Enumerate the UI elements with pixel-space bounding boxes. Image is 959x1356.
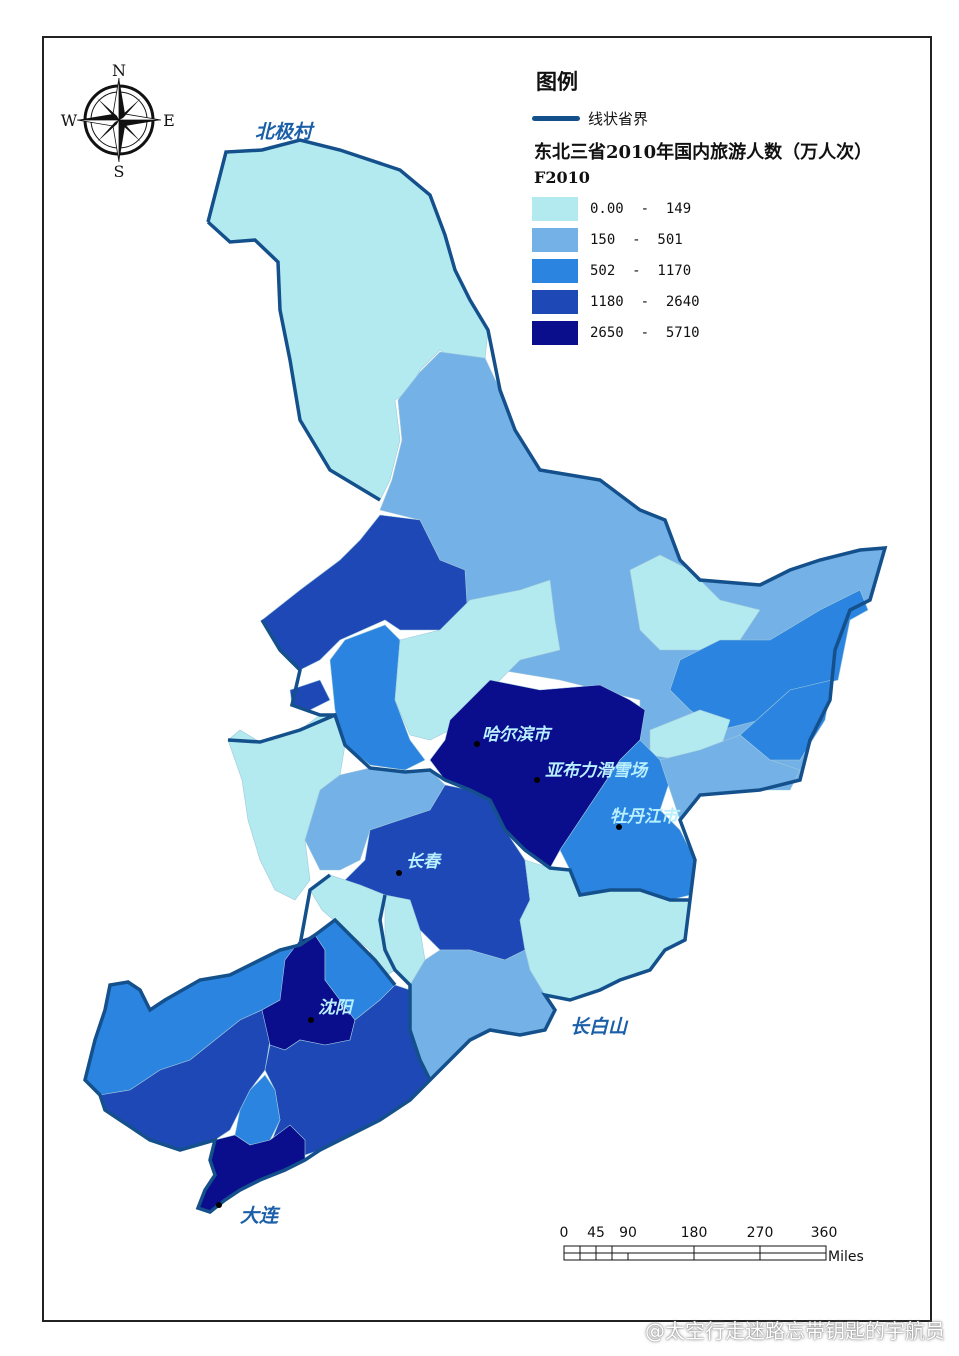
scale-tick-360: 360 [811, 1225, 838, 1241]
boundary-hlj-jilin [227, 712, 690, 902]
scale-tick-45: 45 [587, 1225, 605, 1241]
legend-boundary-label: 线状省界 [588, 109, 649, 128]
legend-class-row: 502 - 1170 [532, 255, 912, 286]
legend-class-row: 2650 - 5710 [532, 317, 912, 348]
compass-n: N [112, 61, 126, 80]
legend-class-label: 0.00 - 149 [590, 200, 692, 217]
legend-class-label: 2650 - 5710 [590, 324, 700, 341]
scale-tick-270: 270 [747, 1225, 774, 1241]
legend-class-row: 150 - 501 [532, 224, 912, 255]
legend-field: F2010 [534, 168, 590, 187]
legend-class-row: 1180 - 2640 [532, 286, 912, 317]
scale-tick-90: 90 [619, 1225, 637, 1241]
label-changbaishan: 长白山 [570, 1016, 629, 1038]
label-yabuli: 亚布力滑雪场 [545, 761, 649, 781]
label-dalian: 大连 [240, 1205, 281, 1227]
watermark: @太空行走迷路忘带钥匙的宇航员 [645, 1319, 945, 1343]
label-changchun: 长春 [406, 852, 442, 872]
legend-class-label: 150 - 501 [590, 231, 683, 248]
marker-changchun [396, 870, 402, 876]
legend-class-label: 502 - 1170 [590, 262, 692, 279]
marker-dalian [216, 1202, 222, 1208]
compass-w: W [61, 111, 78, 130]
legend-title: 图例 [536, 69, 578, 94]
legend: 图例 线状省界 东北三省2010年国内旅游人数（万人次） F2010 0.00 … [532, 66, 912, 348]
marker-yabuli [534, 777, 540, 783]
marker-shenyang [308, 1017, 314, 1023]
label-harbin: 哈尔滨市 [482, 725, 553, 745]
boundary-line-swatch [532, 115, 580, 121]
compass-e: E [163, 111, 175, 130]
scale-tick-180: 180 [681, 1225, 708, 1241]
legend-swatch [532, 258, 578, 283]
region-small-island [328, 385, 360, 414]
boundary-jilin-liaoning [298, 873, 432, 1081]
legend-class-label: 1180 - 2640 [590, 293, 700, 310]
marker-harbin [474, 741, 480, 747]
legend-subtitle: 东北三省2010年国内旅游人数（万人次） [534, 142, 873, 163]
region-yichun [629, 554, 761, 651]
boundary-heilongjiang-west [206, 220, 381, 717]
legend-class-row: 0.00 - 149 [532, 193, 912, 224]
legend-boundary-row: 线状省界 [532, 106, 912, 130]
label-shenyang: 沈阳 [318, 998, 355, 1018]
boundary-outline [83, 138, 888, 1214]
scale-tick-0: 0 [560, 1225, 569, 1241]
legend-swatch [532, 227, 578, 252]
label-mudanjiang: 牡丹江市 [610, 807, 681, 827]
scale-bar: 0 45 90 180 270 360 Miles [560, 1225, 864, 1265]
label-beijicun: 北极村 [255, 121, 315, 143]
legend-swatch [532, 289, 578, 314]
region-suihua [394, 579, 561, 741]
compass-s: S [114, 162, 125, 181]
compass-rose: N S E W [61, 61, 175, 181]
marker-mudanjiang [616, 824, 622, 830]
scale-unit: Miles [828, 1249, 864, 1265]
legend-swatch [532, 196, 578, 221]
legend-swatch [532, 320, 578, 345]
